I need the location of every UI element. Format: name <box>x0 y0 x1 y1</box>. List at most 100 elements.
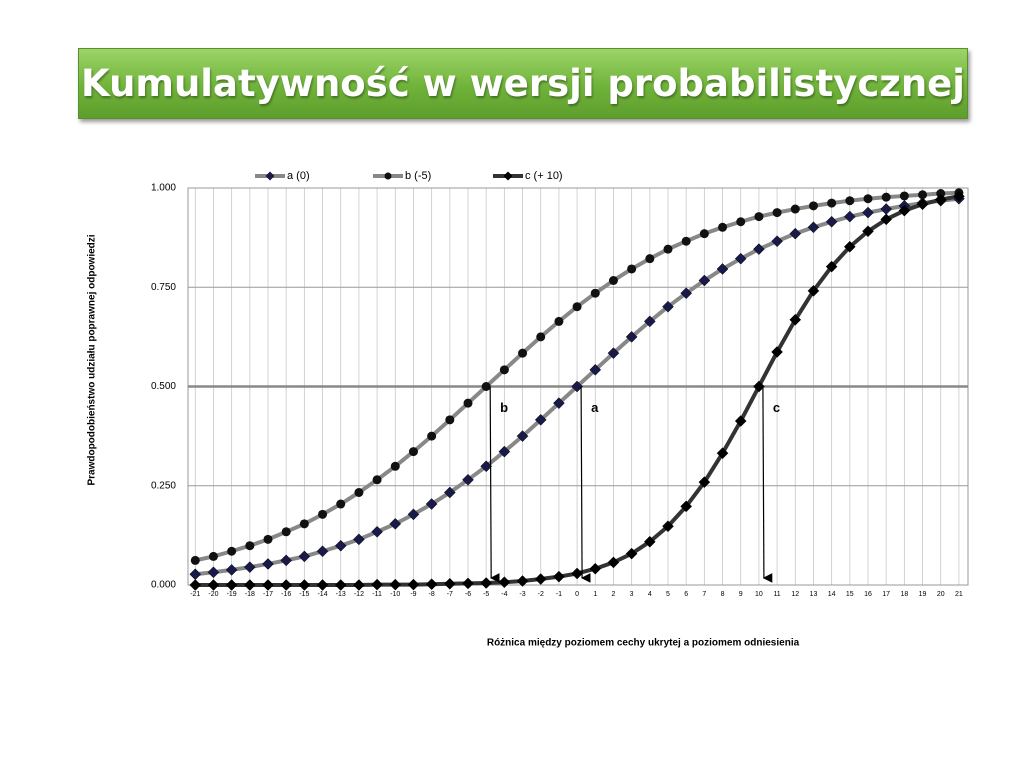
point <box>881 192 891 202</box>
point <box>462 577 474 590</box>
point <box>607 347 620 360</box>
x-tick-label: -6 <box>465 591 471 598</box>
x-tick-label: 17 <box>882 591 890 598</box>
x-tick-label: 10 <box>755 591 763 598</box>
legend-marker <box>384 172 392 180</box>
x-tick-label: 21 <box>955 591 963 598</box>
point <box>899 191 909 201</box>
x-tick-label: 14 <box>828 591 836 598</box>
point <box>736 217 746 227</box>
point <box>498 576 511 589</box>
point <box>318 509 328 519</box>
point <box>516 430 529 442</box>
point <box>572 302 582 312</box>
point <box>880 213 893 226</box>
x-tick-label: -14 <box>317 591 327 598</box>
point <box>627 264 637 274</box>
point <box>445 415 455 425</box>
point <box>789 227 802 240</box>
point <box>534 573 547 585</box>
x-tick-label: 16 <box>864 591 872 598</box>
x-tick-label: -10 <box>390 591 400 598</box>
x-tick-label: -15 <box>299 591 309 598</box>
point <box>498 445 511 458</box>
point <box>589 363 602 376</box>
annotation: b <box>500 400 508 415</box>
y-tick-label: 0.750 <box>151 282 176 293</box>
point <box>862 225 874 238</box>
point <box>425 578 438 591</box>
chart-title: Kumulatywność w wersji probabilistycznej <box>81 62 965 105</box>
point <box>753 380 765 393</box>
point <box>753 243 765 255</box>
x-tick-label: -11 <box>372 591 382 598</box>
legend-label: a (0) <box>287 170 310 182</box>
x-tick-label: -21 <box>190 591 200 598</box>
point <box>716 447 729 460</box>
annotation: c <box>773 400 780 415</box>
point <box>863 194 873 204</box>
x-tick-label: -18 <box>245 591 255 598</box>
point <box>518 348 528 358</box>
x-tick-label: 19 <box>919 591 927 598</box>
x-tick-label: -20 <box>208 591 218 598</box>
point <box>408 447 418 457</box>
point <box>625 331 638 343</box>
point <box>263 534 273 544</box>
point <box>443 577 456 590</box>
point <box>280 579 293 591</box>
point <box>916 198 929 211</box>
point <box>298 579 311 591</box>
legend-label: c (+ 10) <box>525 170 563 182</box>
point <box>280 554 293 567</box>
annotation-arrow <box>762 386 773 583</box>
point <box>662 520 674 533</box>
x-axis-label: Różnica między poziomem cechy ukrytej a … <box>487 638 800 649</box>
point <box>353 579 365 591</box>
point <box>662 300 674 313</box>
point <box>390 461 400 471</box>
point <box>499 365 509 375</box>
x-tick-label: 15 <box>846 591 854 598</box>
point <box>807 221 820 234</box>
point <box>189 579 202 591</box>
point <box>643 315 656 328</box>
x-tick-label: -12 <box>354 591 364 598</box>
point <box>353 533 365 546</box>
point <box>771 235 783 248</box>
point <box>571 380 583 393</box>
point <box>316 545 329 558</box>
point <box>808 201 818 211</box>
x-tick-label: 0 <box>575 591 579 598</box>
point <box>898 204 911 217</box>
point <box>825 215 838 228</box>
x-tick-label: 8 <box>721 591 725 598</box>
point <box>262 558 274 570</box>
x-tick-label: 6 <box>684 591 688 598</box>
x-tick-label: 1 <box>593 591 597 598</box>
point <box>225 579 238 591</box>
point <box>734 252 747 265</box>
point <box>843 210 856 223</box>
point <box>608 276 618 286</box>
point <box>934 193 947 206</box>
point <box>680 500 693 513</box>
point <box>427 431 437 441</box>
point <box>245 541 255 551</box>
x-tick-label: 7 <box>702 591 706 598</box>
x-tick-label: -17 <box>263 591 273 598</box>
point <box>316 579 329 591</box>
x-tick-label: 5 <box>666 591 670 598</box>
point <box>825 260 838 273</box>
point <box>354 487 364 497</box>
x-tick-label: -19 <box>227 591 237 598</box>
x-tick-label: 9 <box>739 591 743 598</box>
point <box>718 222 728 232</box>
point <box>389 518 402 530</box>
point <box>936 189 946 199</box>
point <box>207 566 220 579</box>
point <box>243 561 256 573</box>
point <box>407 578 420 591</box>
